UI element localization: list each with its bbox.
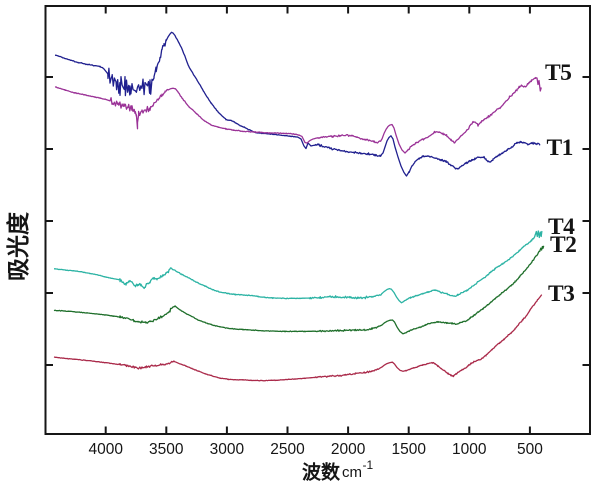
svg-text:3500: 3500 <box>149 441 184 458</box>
svg-text:T3: T3 <box>548 281 574 307</box>
svg-text:T1: T1 <box>547 135 573 161</box>
svg-text:2500: 2500 <box>270 441 305 458</box>
svg-text:2000: 2000 <box>331 441 366 458</box>
svg-text:1500: 1500 <box>391 441 426 458</box>
svg-text:T2: T2 <box>550 232 576 258</box>
svg-text:4000: 4000 <box>88 441 123 458</box>
svg-text:T5: T5 <box>545 60 571 86</box>
svg-text:1000: 1000 <box>452 441 487 458</box>
svg-text:吸光度: 吸光度 <box>5 211 31 281</box>
svg-text:波数: 波数 <box>302 461 341 484</box>
svg-text:-1: -1 <box>363 458 374 472</box>
svg-text:cm: cm <box>342 464 362 481</box>
svg-text:T4: T4 <box>548 214 575 240</box>
svg-text:3000: 3000 <box>210 441 245 458</box>
svg-text:500: 500 <box>517 441 543 458</box>
